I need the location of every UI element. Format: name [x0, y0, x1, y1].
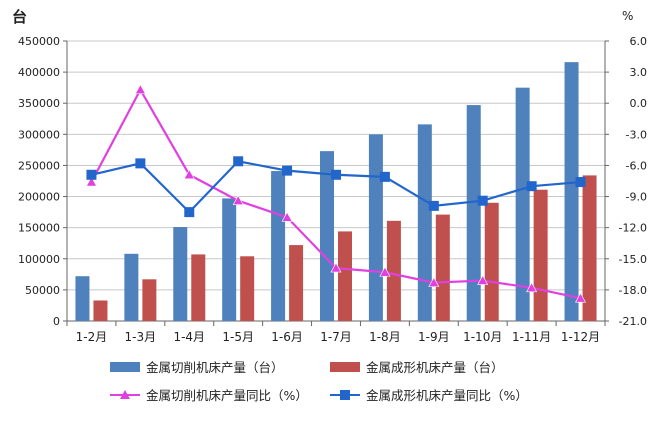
left-tick-label: 450000	[18, 35, 60, 48]
marker-triangle	[232, 195, 244, 206]
legend-swatch-bar	[110, 362, 140, 372]
tick-labels: 0 50000 100000 150000 200000 250000 300000 3500…	[18, 35, 647, 344]
marker-square	[184, 207, 195, 218]
right-tick-label: -12.0	[619, 222, 647, 235]
x-tick-label: 1-4月	[173, 330, 205, 344]
marker-triangle	[575, 292, 587, 303]
bar-cutting	[515, 87, 530, 322]
legend-label: 金属成形机床产量同比（%）	[366, 388, 528, 403]
marker-triangle	[330, 262, 342, 273]
legend-label: 金属切削机床产量（台）	[146, 360, 284, 375]
bar-cutting	[417, 124, 432, 321]
marker-triangle	[85, 176, 97, 187]
left-tick-label: 0	[53, 315, 60, 328]
marker-triangle	[379, 266, 391, 277]
marker-square	[379, 171, 390, 182]
marker-square	[575, 177, 586, 188]
legend: 金属切削机床产量（台） 金属成形机床产量（台） 金属切削机床产量同比（%） 金属成形机…	[110, 360, 528, 403]
marker-triangle	[281, 211, 293, 222]
x-tick-label: 1-11月	[512, 330, 551, 344]
bar-forming	[484, 202, 499, 321]
left-tick-label: 350000	[18, 97, 60, 110]
right-tick-label: -6.0	[626, 159, 647, 172]
marker-triangle	[134, 84, 146, 95]
bar-forming	[435, 214, 450, 321]
legend-swatch-bar	[330, 362, 360, 372]
bar-cutting	[368, 134, 383, 321]
bar-cutting	[320, 151, 334, 321]
bar-cutting	[173, 227, 188, 321]
axes	[63, 40, 609, 326]
marker-square	[282, 165, 293, 176]
right-tick-label: -9.0	[626, 191, 647, 204]
marker-triangle	[183, 169, 195, 180]
bar-forming	[191, 254, 206, 321]
left-tick-label: 50000	[25, 284, 60, 297]
bar-cutting	[466, 105, 481, 321]
x-tick-label: 1-6月	[271, 330, 303, 344]
right-tick-label: -15.0	[619, 253, 647, 266]
legend-marker-triangle	[120, 390, 130, 399]
marker-square	[135, 158, 146, 169]
bar-forming	[533, 189, 548, 321]
right-tick-label: 6.0	[630, 35, 648, 48]
legend-label: 金属成形机床产量（台）	[366, 360, 504, 375]
marker-square	[233, 156, 244, 167]
marker-square	[526, 181, 537, 192]
left-tick-label: 150000	[18, 222, 60, 235]
line-forming-yoy	[91, 160, 581, 214]
left-tick-label: 250000	[18, 159, 60, 172]
x-tick-label: 1-8月	[369, 330, 401, 344]
bar-forming	[582, 175, 597, 321]
right-tick-label: 0.0	[630, 97, 648, 110]
bar-cutting	[75, 276, 90, 321]
right-tick-label: -21.0	[619, 315, 647, 328]
bar-forming	[142, 279, 157, 321]
x-tick-label: 1-3月	[125, 330, 157, 344]
x-tick-label: 1-7月	[320, 330, 352, 344]
bar-forming	[93, 300, 108, 321]
x-tick-label: 1-12月	[561, 330, 600, 344]
bar-forming	[338, 231, 352, 321]
legend-label: 金属切削机床产量同比（%）	[146, 388, 308, 403]
right-tick-label: -18.0	[619, 284, 647, 297]
left-tick-label: 400000	[18, 66, 60, 79]
bar-cutting	[124, 253, 139, 321]
left-tick-label: 200000	[18, 191, 60, 204]
x-tick-label: 1-2月	[76, 330, 108, 344]
right-axis-unit: %	[622, 9, 633, 23]
x-tick-label: 1-10月	[463, 330, 502, 344]
left-tick-label: 300000	[18, 128, 60, 141]
bar-forming	[240, 256, 255, 321]
marker-square	[86, 169, 97, 180]
x-tick-label: 1-9月	[418, 330, 450, 344]
x-tick-label: 1-5月	[222, 330, 254, 344]
bar-forming	[386, 220, 401, 321]
right-tick-label: -3.0	[626, 128, 647, 141]
marker-triangle	[477, 274, 489, 285]
legend-marker-square	[340, 390, 350, 400]
marker-square	[428, 200, 439, 211]
marker-triangle	[428, 277, 440, 287]
marker-triangle	[526, 282, 538, 293]
bar-cutting	[222, 198, 237, 321]
left-tick-label: 100000	[18, 253, 60, 266]
bars	[75, 62, 597, 322]
bar-forming	[289, 245, 304, 321]
bar-cutting	[564, 62, 579, 322]
gridlines	[67, 40, 605, 322]
marker-square	[331, 169, 341, 180]
bar-cutting	[271, 171, 286, 321]
marker-square	[477, 195, 488, 206]
lines	[85, 84, 587, 303]
left-axis-unit: 台	[12, 8, 27, 26]
right-tick-label: 3.0	[630, 66, 648, 79]
